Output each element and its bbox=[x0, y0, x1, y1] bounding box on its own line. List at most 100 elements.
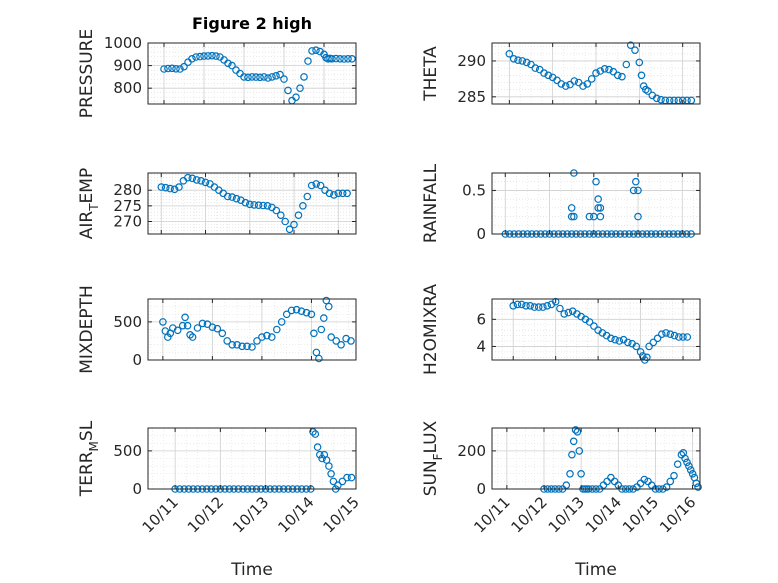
data-point bbox=[344, 54, 352, 63]
data-point bbox=[543, 301, 552, 310]
data-point bbox=[653, 334, 662, 343]
data-point bbox=[556, 304, 564, 313]
y-tick-label: 4 bbox=[476, 337, 486, 355]
data-point bbox=[159, 318, 167, 326]
data-point bbox=[509, 54, 518, 63]
data-point bbox=[566, 469, 574, 478]
y-tick-label: 500 bbox=[113, 442, 142, 460]
y-axis-label: PRESSURE bbox=[77, 29, 97, 118]
data-point bbox=[312, 46, 320, 55]
sun-flux-panel: 0 200 SUNFLUX 10/1110/1210/1310/1410/1510/1… bbox=[421, 420, 702, 580]
data-point bbox=[281, 217, 290, 226]
data-point bbox=[626, 41, 635, 50]
y-tick-label: 290 bbox=[457, 52, 486, 70]
data-point bbox=[338, 189, 347, 198]
data-point bbox=[315, 354, 323, 363]
data-point bbox=[276, 211, 285, 220]
x-tick-label: 10/11 bbox=[139, 493, 182, 536]
data-point bbox=[688, 469, 697, 478]
x-axis-label: Time bbox=[230, 560, 273, 580]
data-point bbox=[318, 454, 326, 463]
data-point bbox=[175, 183, 183, 191]
data-point bbox=[657, 330, 666, 339]
data-point bbox=[631, 177, 640, 186]
data-point bbox=[223, 337, 232, 345]
data-point bbox=[622, 60, 631, 69]
data-point bbox=[188, 174, 197, 183]
data-point bbox=[228, 340, 237, 349]
data-point bbox=[513, 300, 522, 309]
data-point bbox=[307, 310, 316, 319]
data-point bbox=[196, 52, 204, 61]
data-point bbox=[328, 54, 336, 63]
data-point bbox=[296, 84, 304, 93]
data-point bbox=[164, 333, 172, 341]
data-point bbox=[308, 47, 316, 55]
y-tick-label: 800 bbox=[113, 79, 142, 97]
data-point bbox=[666, 477, 675, 486]
data-point bbox=[694, 483, 702, 491]
x-tick-label: 10/14 bbox=[582, 493, 625, 536]
data-point bbox=[334, 189, 343, 198]
terr-msl-panel: 0 500 TERRMSL 10/11 10/12 10/13 10/14 10/15 Time bbox=[77, 420, 363, 580]
data-point bbox=[178, 321, 187, 330]
data-point bbox=[176, 65, 184, 73]
data-point bbox=[228, 193, 236, 201]
x-axis-label: Time bbox=[574, 560, 617, 580]
y-tick-label: 900 bbox=[113, 57, 142, 75]
data-point bbox=[263, 202, 272, 210]
data-point bbox=[683, 333, 692, 341]
data-point bbox=[200, 52, 208, 60]
y-axis-label: SUNFLUX bbox=[421, 420, 445, 496]
data-point bbox=[228, 61, 236, 70]
data-point bbox=[337, 340, 345, 349]
data-point bbox=[272, 206, 281, 215]
data-point bbox=[197, 177, 205, 185]
data-point bbox=[585, 212, 594, 221]
plot-area bbox=[148, 173, 356, 234]
data-point bbox=[640, 475, 649, 484]
x-tick-label: 10/12 bbox=[184, 493, 227, 536]
data-point bbox=[670, 471, 678, 480]
data-point bbox=[164, 64, 172, 73]
data-point bbox=[294, 211, 303, 220]
data-point bbox=[170, 185, 179, 194]
data-point bbox=[679, 333, 687, 341]
data-point bbox=[166, 184, 174, 193]
data-point bbox=[539, 303, 547, 311]
x-tick-label: 10/13 bbox=[545, 493, 588, 536]
data-point bbox=[201, 178, 210, 187]
data-point bbox=[233, 340, 241, 349]
data-point bbox=[332, 54, 340, 63]
data-point bbox=[613, 71, 622, 80]
y-tick-label: 0 bbox=[132, 351, 142, 369]
data-point bbox=[181, 313, 189, 322]
data-point bbox=[338, 477, 347, 486]
x-tick-label: 10/15 bbox=[619, 493, 662, 536]
data-point bbox=[590, 322, 598, 330]
data-point bbox=[685, 462, 693, 470]
data-point bbox=[316, 181, 325, 190]
data-point bbox=[272, 72, 280, 80]
data-point bbox=[313, 443, 322, 451]
data-point bbox=[649, 338, 658, 347]
data-point bbox=[183, 321, 192, 330]
data-point bbox=[637, 71, 646, 80]
data-point bbox=[681, 454, 689, 463]
data-point bbox=[570, 77, 579, 85]
data-point bbox=[168, 64, 176, 73]
data-point bbox=[618, 72, 626, 81]
data-point bbox=[634, 186, 642, 195]
data-point bbox=[596, 212, 605, 221]
data-point bbox=[312, 180, 321, 188]
data-point bbox=[607, 334, 615, 343]
y-tick-label: 0 bbox=[476, 225, 486, 243]
data-point bbox=[592, 177, 600, 186]
data-point bbox=[343, 189, 351, 198]
figure-title: Figure 2 high bbox=[192, 14, 312, 33]
data-point bbox=[594, 195, 603, 203]
data-point bbox=[596, 204, 605, 212]
data-point bbox=[193, 324, 202, 332]
data-point bbox=[325, 462, 333, 470]
